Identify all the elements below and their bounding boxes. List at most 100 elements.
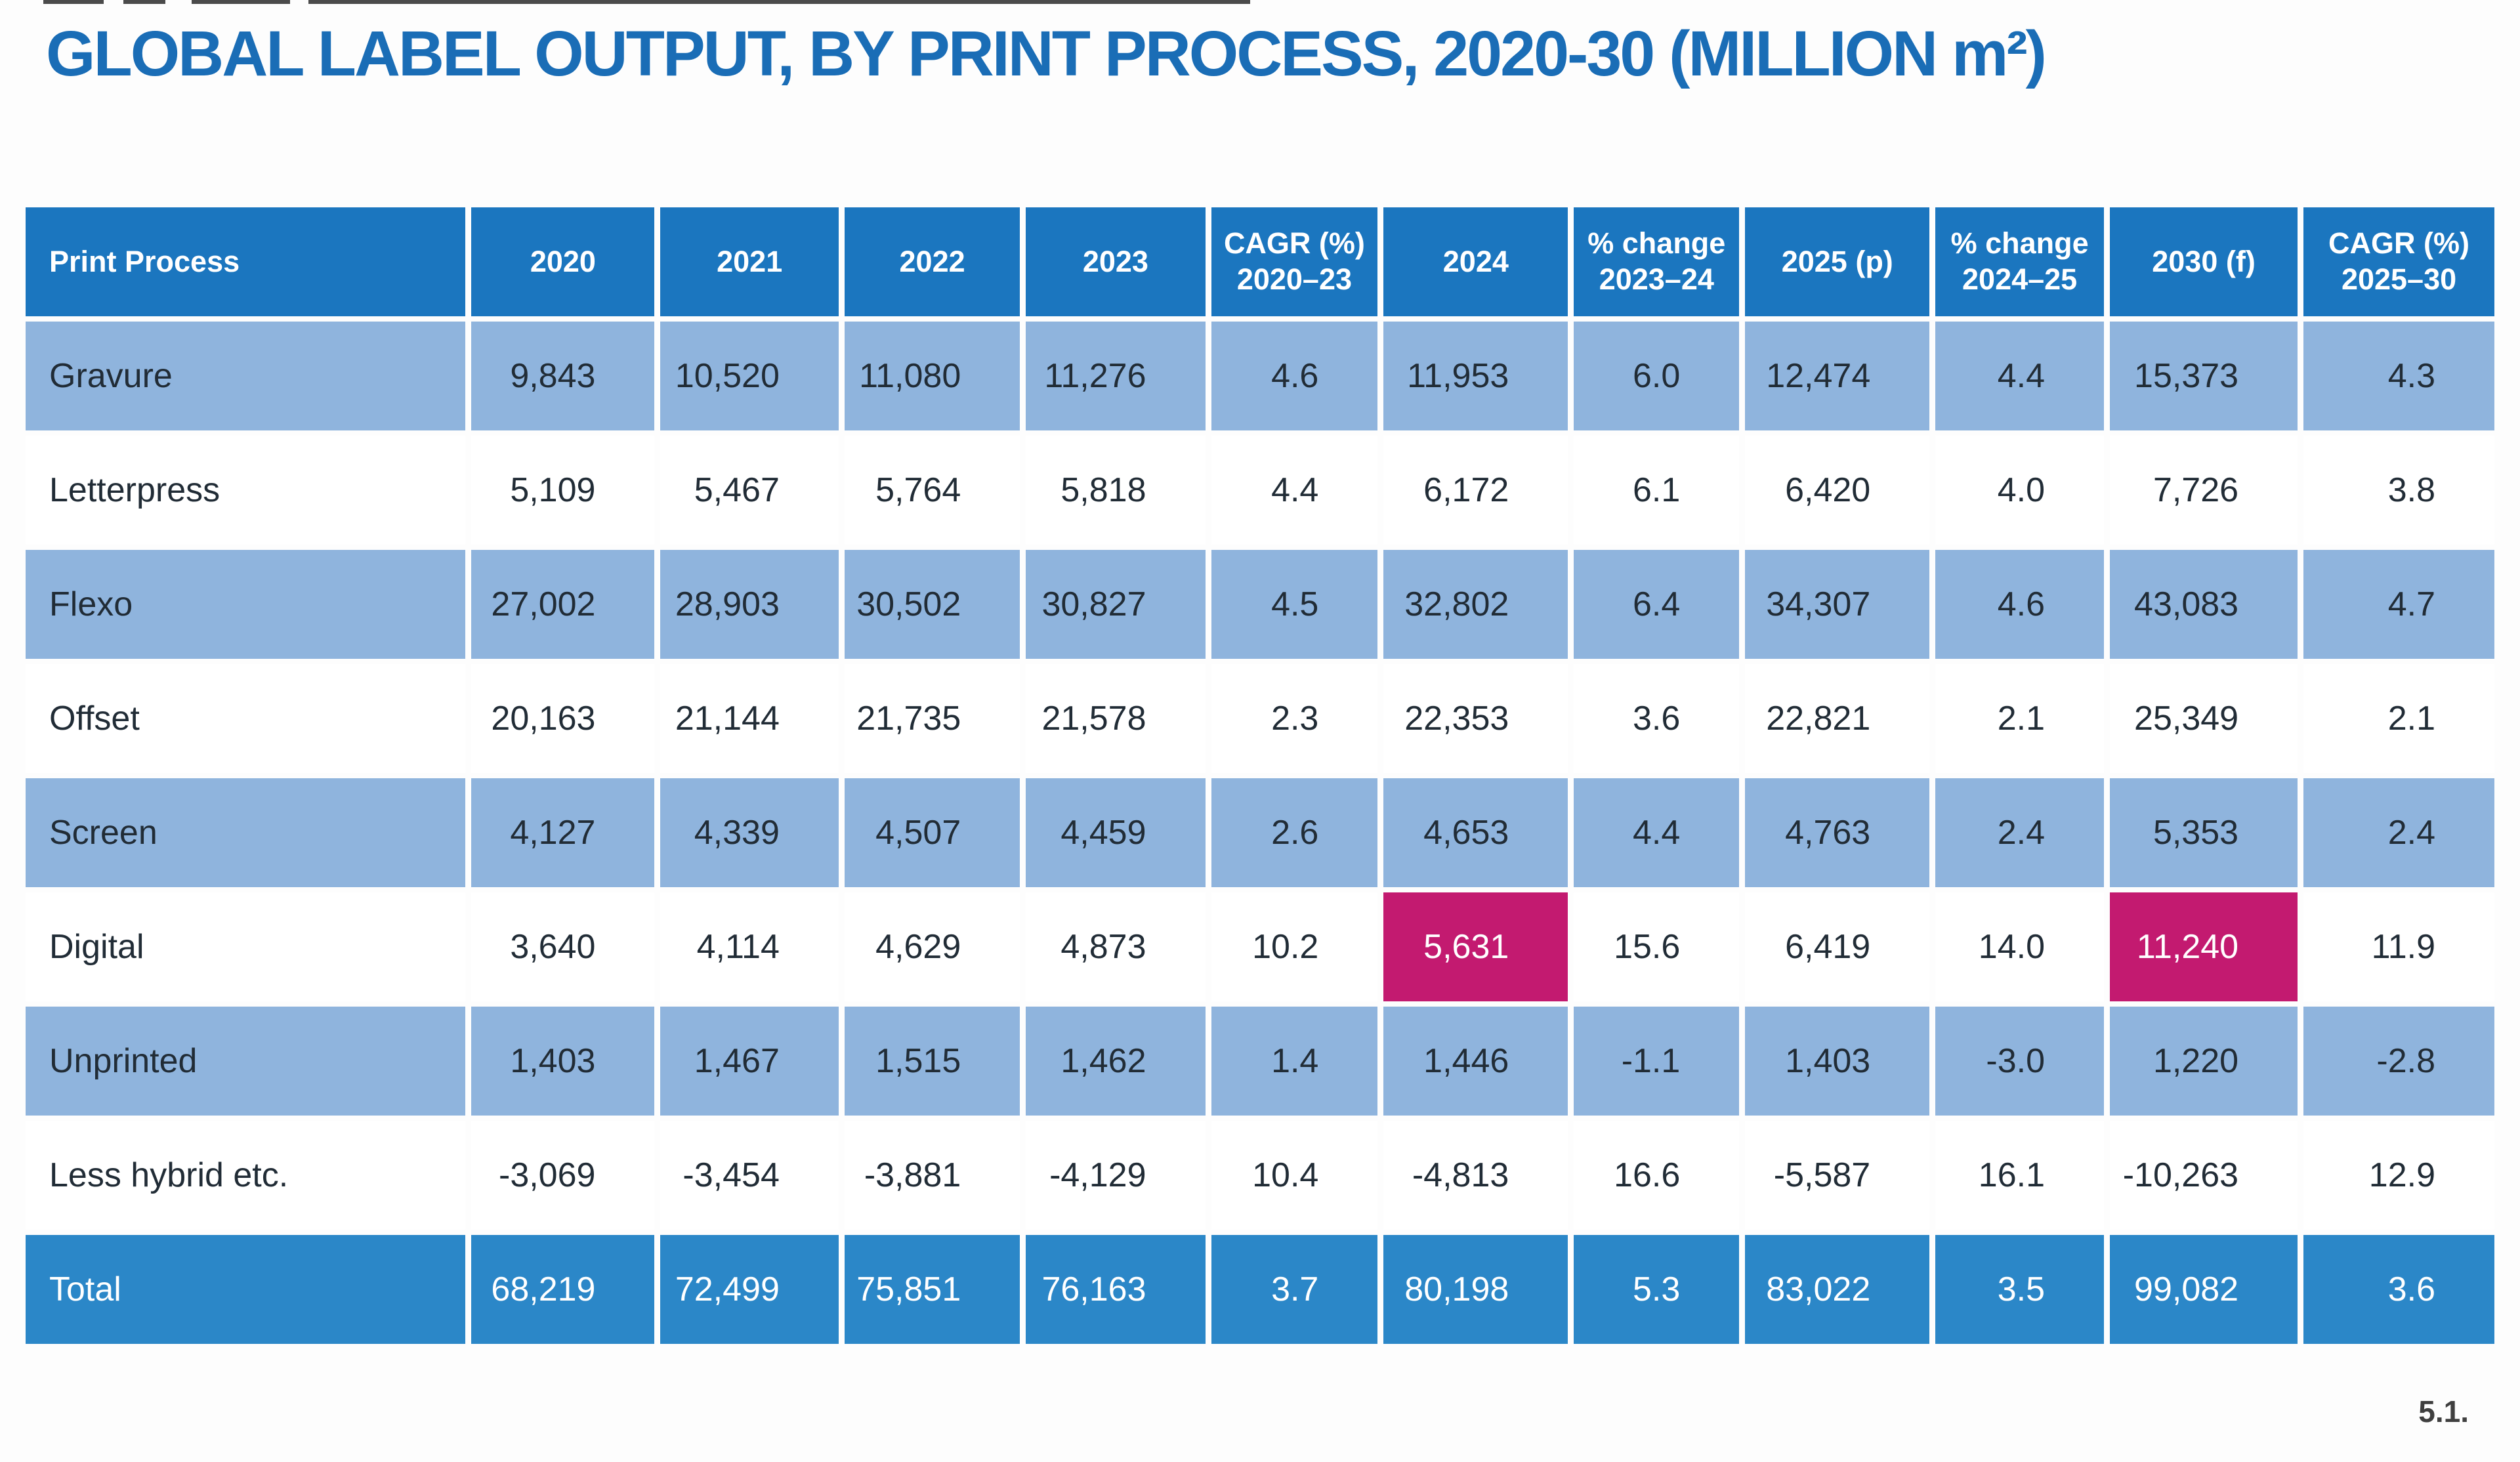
table-cell: 5,467 <box>660 436 839 545</box>
table-cell: 4,339 <box>660 778 839 887</box>
table-cell: 21,578 <box>1026 664 1206 773</box>
table-cell: -5,587 <box>1745 1121 1930 1230</box>
table-cell: 3.5 <box>1935 1235 2104 1344</box>
table-cell: 4,873 <box>1026 892 1206 1001</box>
label-output-table: Print Process 2020 2021 2022 2023 CAGR (%) 20… <box>20 202 2500 1349</box>
table-cell: 2.4 <box>1935 778 2104 887</box>
table-cell: -1.1 <box>1574 1007 1740 1116</box>
table-cell: 75,851 <box>844 1235 1020 1344</box>
table-cell: 4,459 <box>1026 778 1206 887</box>
table-row: Gravure 9,843 10,520 11,080 11,276 4.6 11,953 6… <box>26 322 2494 430</box>
row-label: Gravure <box>26 322 466 430</box>
table-cell: 3.7 <box>1211 1235 1378 1344</box>
table-cell: 6.0 <box>1574 322 1740 430</box>
table-cell: 3.6 <box>2303 1235 2494 1344</box>
table-cell: 6,172 <box>1383 436 1568 545</box>
page-title: GLOBAL LABEL OUTPUT, BY PRINT PROCESS, 2… <box>46 18 2047 89</box>
table-cell: 3.8 <box>2303 436 2494 545</box>
table-cell: 10.2 <box>1211 892 1378 1001</box>
column-header: CAGR (%) 2020–23 <box>1211 207 1378 316</box>
table-cell: 1,462 <box>1026 1007 1206 1116</box>
row-label: Digital <box>26 892 466 1001</box>
table-cell: 4,507 <box>844 778 1020 887</box>
table-cell: 2.4 <box>2303 778 2494 887</box>
table-cell: 4,763 <box>1745 778 1930 887</box>
column-header: 2024 <box>1383 207 1568 316</box>
table-cell: 4,653 <box>1383 778 1568 887</box>
table-cell: 4.4 <box>1935 322 2104 430</box>
table-cell: 1,403 <box>471 1007 655 1116</box>
column-header: 2022 <box>844 207 1020 316</box>
table-cell: 9,843 <box>471 322 655 430</box>
table-cell: 30,502 <box>844 550 1020 659</box>
header-row: Print Process 2020 2021 2022 2023 CAGR (%) 20… <box>26 207 2494 316</box>
table-cell: -4,813 <box>1383 1121 1568 1230</box>
table-cell: 2.1 <box>1935 664 2104 773</box>
table-cell: 2.6 <box>1211 778 1378 887</box>
table-cell: 12.9 <box>2303 1121 2494 1230</box>
table-cell: 6.1 <box>1574 436 1740 545</box>
table-cell: 4.7 <box>2303 550 2494 659</box>
table-row: Screen 4,127 4,339 4,507 4,459 2.6 4,653 4.4 4,7… <box>26 778 2494 887</box>
column-header: 2025 (p) <box>1745 207 1930 316</box>
table-header: Print Process 2020 2021 2022 2023 CAGR (%) 20… <box>26 207 2494 316</box>
table-cell: 6,420 <box>1745 436 1930 545</box>
table-cell: 4,127 <box>471 778 655 887</box>
table-cell: 4.4 <box>1574 778 1740 887</box>
table-cell: 5,353 <box>2110 778 2298 887</box>
table-cell: -3.0 <box>1935 1007 2104 1116</box>
table-cell: 1.4 <box>1211 1007 1378 1116</box>
row-label: Flexo <box>26 550 466 659</box>
table-cell: 16.6 <box>1574 1121 1740 1230</box>
table-cell: 7,726 <box>2110 436 2298 545</box>
row-label: Screen <box>26 778 466 887</box>
table-cell: 1,446 <box>1383 1007 1568 1116</box>
table-cell: 21,144 <box>660 664 839 773</box>
table-cell: 5,818 <box>1026 436 1206 545</box>
table-cell: 10.4 <box>1211 1121 1378 1230</box>
table-cell: -10,263 <box>2110 1121 2298 1230</box>
table-cell: 34,307 <box>1745 550 1930 659</box>
table-cell: 22,353 <box>1383 664 1568 773</box>
table-cell: 4,629 <box>844 892 1020 1001</box>
table-cell: 16.1 <box>1935 1121 2104 1230</box>
table-cell: 4.3 <box>2303 322 2494 430</box>
table-row: Offset 20,163 21,144 21,735 21,578 2.3 22,353 3… <box>26 664 2494 773</box>
table-cell: 80,198 <box>1383 1235 1568 1344</box>
table-cell: -3,881 <box>844 1121 1020 1230</box>
table-cell: 1,220 <box>2110 1007 2298 1116</box>
table-cell: 14.0 <box>1935 892 2104 1001</box>
table-cell: 11,276 <box>1026 322 1206 430</box>
table-cell: 20,163 <box>471 664 655 773</box>
table-cell: 6.4 <box>1574 550 1740 659</box>
table-cell: -4,129 <box>1026 1121 1206 1230</box>
column-header: 2020 <box>471 207 655 316</box>
table-cell: 4.5 <box>1211 550 1378 659</box>
top-crop-artifact <box>0 0 2520 5</box>
table-cell: -3,069 <box>471 1121 655 1230</box>
row-label: Less hybrid etc. <box>26 1121 466 1230</box>
column-header: % change 2024–25 <box>1935 207 2104 316</box>
table-cell: 12,474 <box>1745 322 1930 430</box>
table-cell: 27,002 <box>471 550 655 659</box>
table-cell: 4,114 <box>660 892 839 1001</box>
table-cell: 22,821 <box>1745 664 1930 773</box>
table-cell: 43,083 <box>2110 550 2298 659</box>
table-cell: -2.8 <box>2303 1007 2494 1116</box>
table-cell: 72,499 <box>660 1235 839 1344</box>
table-cell: 6,419 <box>1745 892 1930 1001</box>
table-row: Total 68,219 72,499 75,851 76,163 3.7 80,198 5.… <box>26 1235 2494 1344</box>
table-body: Gravure 9,843 10,520 11,080 11,276 4.6 11,953 6… <box>26 322 2494 1344</box>
column-header: Print Process <box>26 207 466 316</box>
table-row: Unprinted 1,403 1,467 1,515 1,462 1.4 1,446 -1.… <box>26 1007 2494 1116</box>
table-cell: 21,735 <box>844 664 1020 773</box>
column-header: 2023 <box>1026 207 1206 316</box>
table-cell: 3.6 <box>1574 664 1740 773</box>
row-label: Offset <box>26 664 466 773</box>
row-label: Unprinted <box>26 1007 466 1116</box>
table-cell: 10,520 <box>660 322 839 430</box>
table-cell: 28,903 <box>660 550 839 659</box>
column-header: 2030 (f) <box>2110 207 2298 316</box>
table-cell: 76,163 <box>1026 1235 1206 1344</box>
